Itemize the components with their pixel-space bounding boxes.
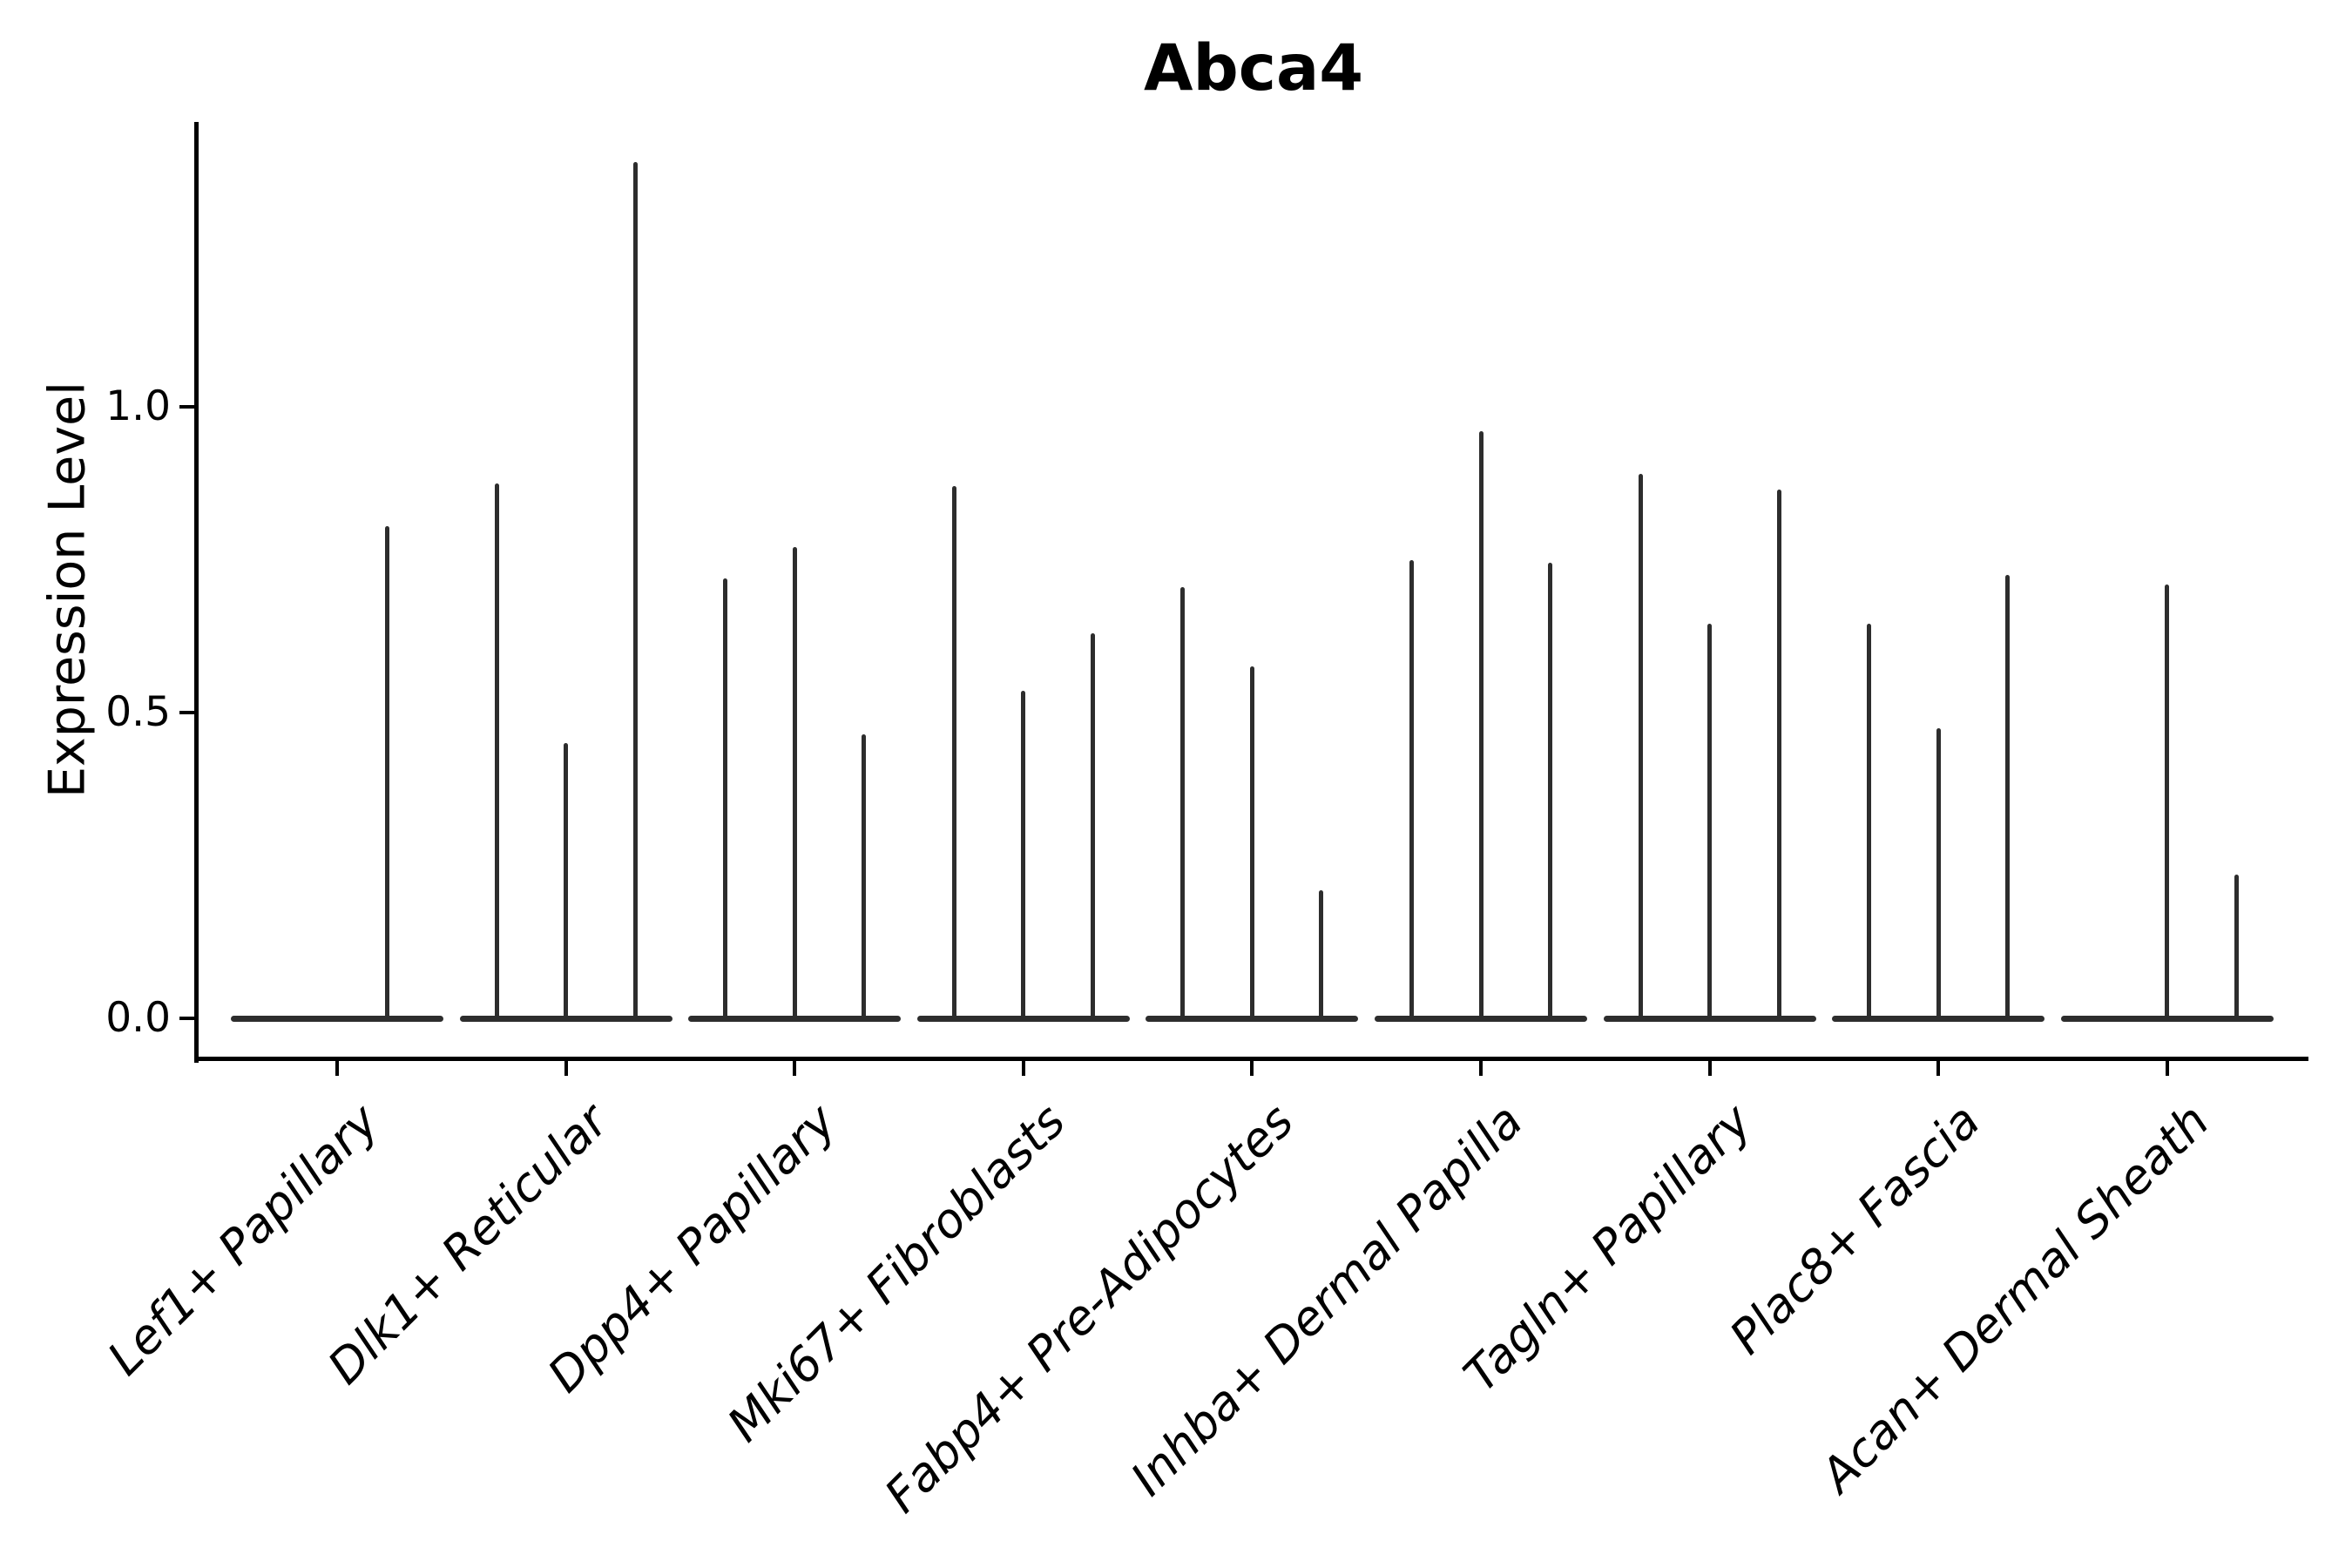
violin-needle [1409, 559, 1414, 1020]
x-tick [1479, 1061, 1483, 1076]
violin-needle [1936, 727, 1941, 1020]
y-tick-label: 1.0 [105, 382, 171, 430]
y-tick [179, 405, 194, 409]
x-tick [564, 1061, 568, 1076]
x-tick [1936, 1061, 1941, 1076]
violin-needle [1021, 691, 1026, 1020]
violin-needle [1638, 474, 1643, 1020]
violin-needle [951, 486, 956, 1020]
x-tick [1707, 1061, 1712, 1076]
y-tick-label: 0.0 [105, 994, 171, 1042]
violin-needle [1776, 489, 1781, 1020]
plot-title: Abca4 [1143, 31, 1364, 105]
violin-needle [1249, 666, 1254, 1020]
violin-needle [384, 525, 389, 1020]
violin-needle [2234, 875, 2239, 1020]
violin-needle [723, 578, 728, 1020]
y-tick [179, 1017, 194, 1020]
x-tick [1250, 1061, 1254, 1076]
violin-needle [2005, 575, 2011, 1020]
violin-needle [2165, 584, 2170, 1020]
violin-needle [1180, 587, 1186, 1020]
violin-needle [632, 162, 638, 1020]
violin-needle [564, 743, 569, 1020]
violin-needle [1548, 563, 1552, 1020]
x-axis-spine [194, 1057, 2308, 1061]
x-tick [793, 1061, 797, 1076]
violin-needle [1319, 889, 1324, 1020]
x-tick [335, 1061, 339, 1076]
violin-flat [231, 1015, 443, 1022]
x-tick [1021, 1061, 1025, 1076]
violin-needle [1478, 431, 1484, 1020]
violin-needle [1867, 624, 1872, 1020]
y-axis-spine [194, 122, 199, 1063]
violin-needle [1707, 624, 1713, 1020]
x-tick [2165, 1061, 2169, 1076]
violin-needle [792, 547, 797, 1020]
y-tick-label: 0.5 [105, 688, 171, 736]
violin-needle [1090, 632, 1095, 1020]
violin-needle [862, 733, 867, 1020]
y-tick [179, 711, 194, 714]
violin-needle [494, 483, 499, 1020]
